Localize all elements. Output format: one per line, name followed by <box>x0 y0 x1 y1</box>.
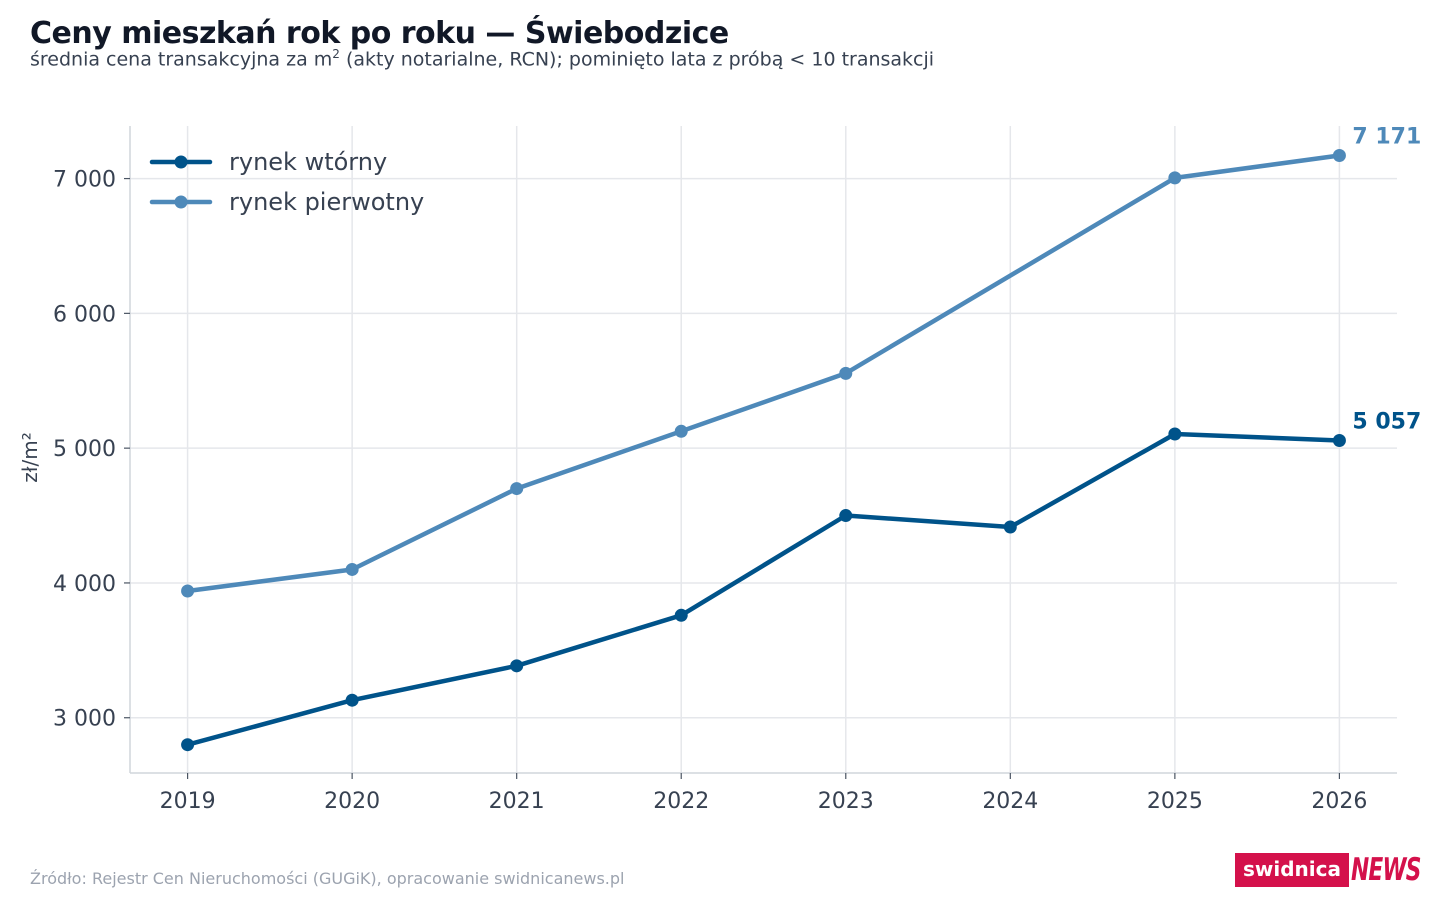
data-point <box>1332 433 1346 447</box>
logo-accent-text: NEWS <box>1351 852 1421 888</box>
chart-subtitle: średnia cena transakcyjna za m2 (akty no… <box>30 47 934 70</box>
end-value-label: 7 171 <box>1352 125 1421 150</box>
data-point <box>1003 520 1017 534</box>
legend-marker <box>174 195 188 209</box>
x-tick-label: 2020 <box>324 789 380 814</box>
y-tick-label: 3 000 <box>53 707 116 732</box>
legend-label: rynek pierwotny <box>229 188 424 216</box>
subtitle-text-rest: (akty notarialne, RCN); pominięto lata z… <box>339 48 935 71</box>
x-tick-label: 2021 <box>489 789 545 814</box>
subtitle-superscript: 2 <box>332 47 340 61</box>
logo-text: swidnica <box>1235 853 1349 887</box>
data-point <box>345 693 359 707</box>
subtitle-text: średnia cena transakcyjna za m <box>30 48 333 71</box>
x-tick-label: 2022 <box>653 789 709 814</box>
chart-title: Ceny mieszkań rok po roku — Świebodzice <box>30 16 729 51</box>
x-tick-label: 2026 <box>1311 789 1367 814</box>
data-point <box>1168 427 1182 441</box>
legend-marker <box>174 155 188 169</box>
y-tick-label: 7 000 <box>53 168 116 193</box>
legend-label: rynek wtórny <box>229 148 387 176</box>
data-point <box>510 659 524 673</box>
series-line <box>185 431 1342 747</box>
x-tick-label: 2023 <box>818 789 874 814</box>
data-point <box>674 608 688 622</box>
data-point <box>510 482 524 496</box>
data-point <box>1168 171 1182 185</box>
data-point <box>1332 149 1346 163</box>
end-value-label: 5 057 <box>1352 409 1421 434</box>
x-tick-label: 2019 <box>160 789 216 814</box>
x-tick-label: 2024 <box>982 789 1038 814</box>
y-tick-label: 6 000 <box>53 302 116 327</box>
data-point <box>839 366 853 380</box>
data-point <box>674 424 688 438</box>
y-tick-label: 5 000 <box>53 437 116 462</box>
x-tick-label: 2025 <box>1147 789 1203 814</box>
data-point <box>345 562 359 576</box>
brand-logo: swidnica NEWS <box>1235 852 1440 888</box>
y-tick-label: 4 000 <box>53 572 116 597</box>
series-line <box>185 153 1342 594</box>
data-point <box>839 509 853 523</box>
y-axis-title: zł/m² <box>18 432 42 482</box>
data-point <box>181 584 195 598</box>
data-point <box>181 738 195 752</box>
source-note: Źródło: Rejestr Cen Nieruchomości (GUGiK… <box>30 869 625 888</box>
